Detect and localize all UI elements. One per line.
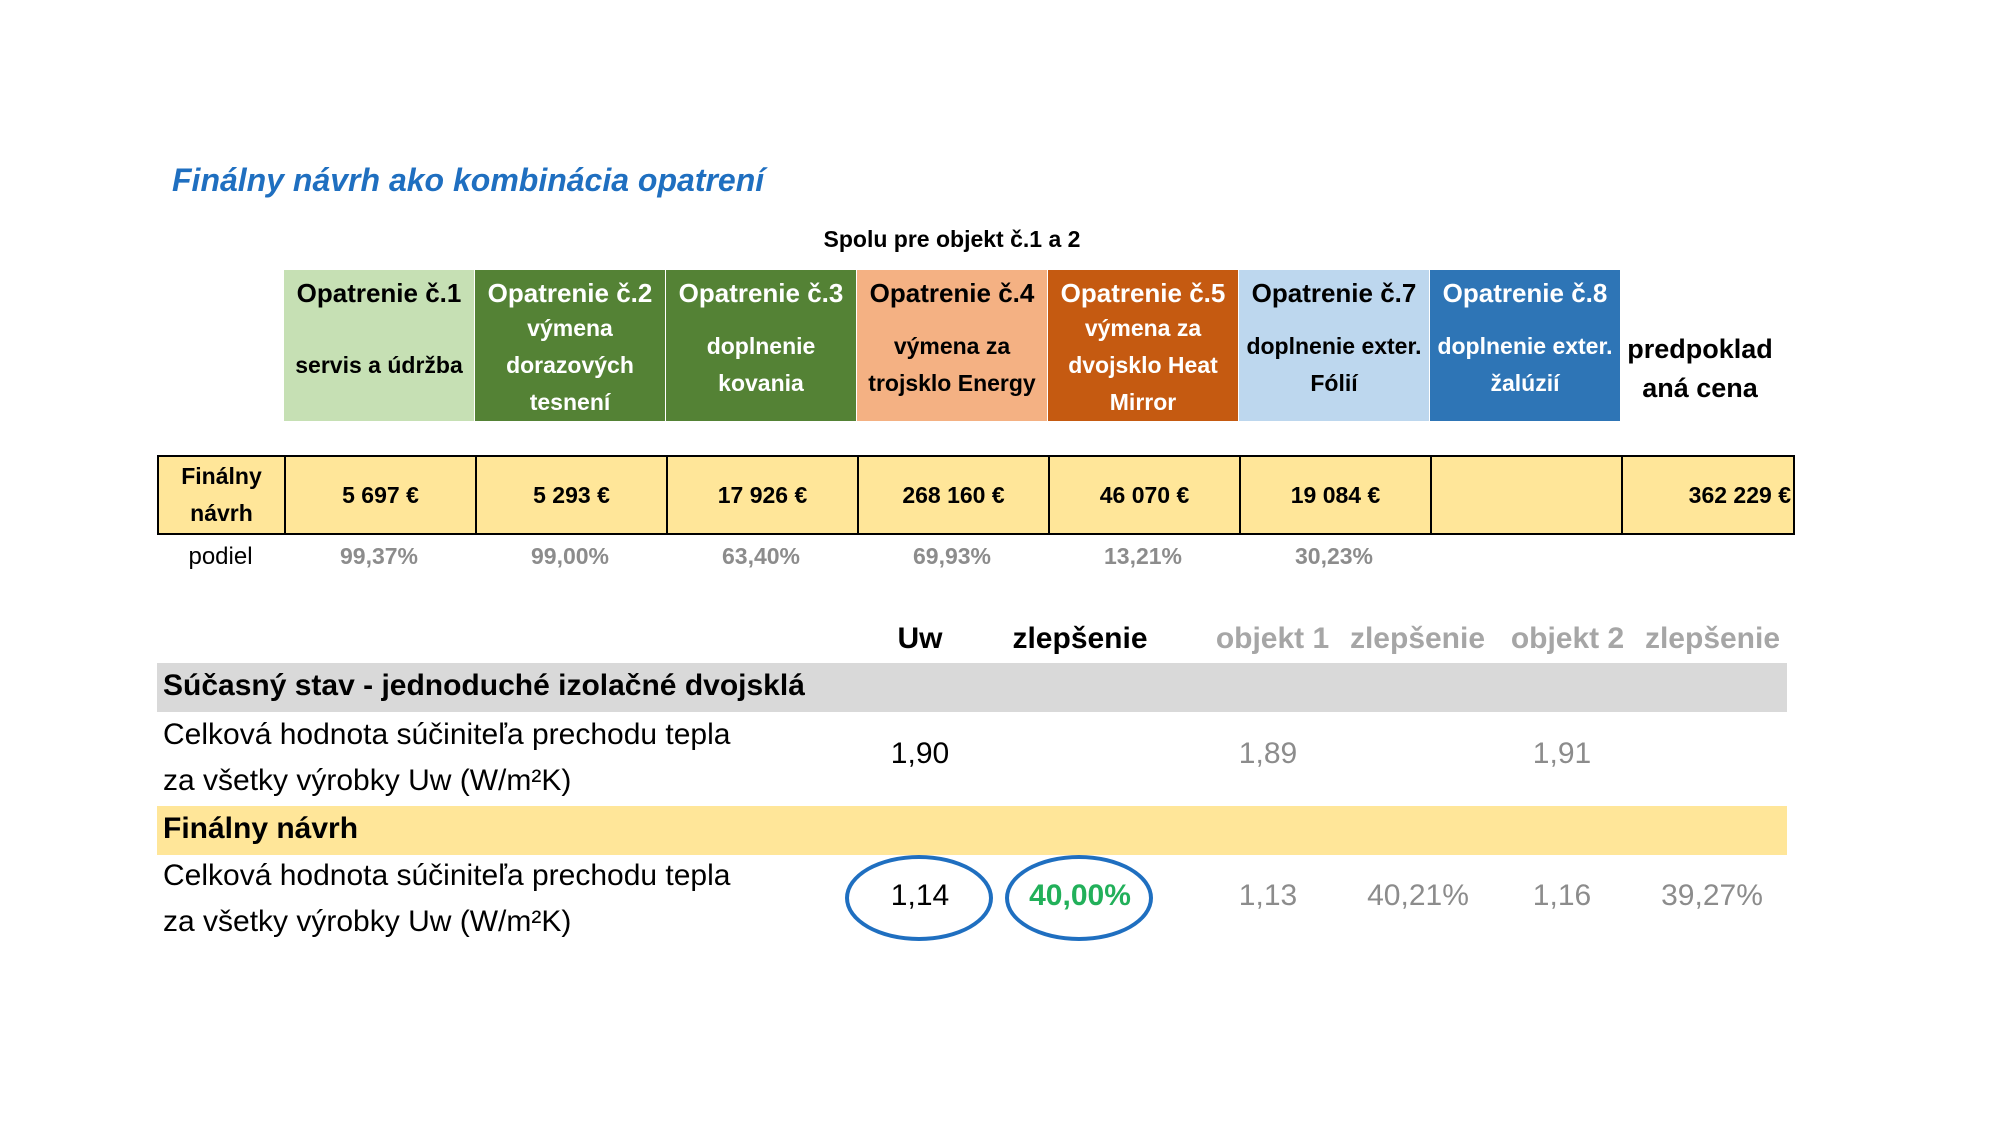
final-uw-value: 1,14 (890, 879, 950, 912)
measure-header-cell: Opatrenie č.3 doplnenie kovania (666, 270, 856, 421)
measure-description: doplnenie kovania (706, 333, 816, 396)
measure-header-cell: Opatrenie č.5 výmena za dvojsklo Heat Mir… (1048, 270, 1238, 421)
measure-header-cell: Opatrenie č.4 výmena za trojsklo Energy (857, 270, 1047, 421)
measure-header-cell: Opatrenie č.8 doplnenie exter. žalúzií (1430, 270, 1620, 421)
current-object1-value: 1,89 (1238, 737, 1298, 770)
current-uw-value: 1,90 (890, 737, 950, 770)
final-cost-cell: 5 293 € (477, 457, 668, 533)
header-improvement2: zlepšenie (1644, 622, 1781, 655)
measure-name: Opatrenie č.4 (869, 278, 1035, 308)
final-row-label: Celková hodnota súčiniteľa prechodu tepl… (163, 853, 730, 945)
measure-name: Opatrenie č.5 (1060, 278, 1226, 308)
share-value: 30,23% (1294, 543, 1373, 569)
final-cost-cell: 46 070 € (1050, 457, 1241, 533)
measure-description: doplnenie exter. žalúzií (1437, 333, 1613, 396)
final-design-label: Finálny návrh (163, 812, 359, 845)
final-cost-row: Finálny návrh 5 697 € 5 293 € 17 926 € 2… (157, 455, 1795, 535)
measure-description: servis a údržba (295, 351, 463, 378)
measure-name: Opatrenie č.3 (678, 278, 844, 308)
final-improvement-value: 40,00% (1029, 879, 1131, 912)
measure-description: výmena za dvojsklo Heat Mirror (1068, 314, 1218, 415)
page-title: Finálny návrh ako kombinácia opatrení (172, 162, 765, 198)
measure-header-cell: Opatrenie č.1 servis a údržba (284, 270, 474, 421)
row-label-line: Celková hodnota súčiniteľa prechodu tepl… (163, 718, 731, 751)
header-object1: objekt 1 (1215, 622, 1330, 655)
uw-highlight-oval (845, 855, 993, 941)
header-improvement1: zlepšenie (1349, 622, 1486, 655)
final-design-band: Finálny návrh (157, 806, 1787, 855)
final-improvement1-value: 40,21% (1367, 879, 1469, 912)
measure-name: Opatrenie č.8 (1442, 278, 1608, 308)
measure-header-cell: Opatrenie č.7 doplnenie exter. Fólií (1239, 270, 1429, 421)
share-value: 99,00% (530, 543, 609, 569)
predicted-price-header: predpokladaná cena (1627, 334, 1773, 403)
row-label-line: za všetky výrobky Uw (W/m²K) (163, 905, 572, 938)
current-object2-value: 1,91 (1532, 737, 1592, 770)
header-improvement: zlepšenie (1012, 622, 1148, 655)
row-label-line: Celková hodnota súčiniteľa prechodu tepl… (163, 859, 731, 892)
measure-name: Opatrenie č.2 (487, 278, 653, 308)
row-label-line: za všetky výrobky Uw (W/m²K) (163, 764, 572, 797)
final-cost-cell: 5 697 € (286, 457, 477, 533)
measure-name: Opatrenie č.7 (1251, 278, 1417, 308)
final-cost-cell: 19 084 € (1241, 457, 1432, 533)
table-subtitle: Spolu pre objekt č.1 a 2 (823, 226, 1081, 252)
share-value: 99,37% (339, 543, 418, 569)
measure-name: Opatrenie č.1 (296, 278, 462, 308)
share-row-label: podiel (188, 543, 253, 570)
final-object1-value: 1,13 (1238, 879, 1298, 912)
header-object2: objekt 2 (1510, 622, 1625, 655)
final-cost-cell: 268 160 € (859, 457, 1050, 533)
measure-description: výmena dorazových tesnení (506, 314, 634, 415)
current-state-label: Súčasný stav - jednoduché izolačné dvojs… (163, 669, 805, 702)
share-value: 13,21% (1103, 543, 1182, 569)
share-value: 63,40% (721, 543, 800, 569)
final-cost-cell: 17 926 € (668, 457, 859, 533)
share-value: 69,93% (912, 543, 991, 569)
final-object2-value: 1,16 (1532, 879, 1592, 912)
final-row-label: Finálny návrh (159, 457, 286, 533)
improvement-highlight-oval (1005, 855, 1153, 941)
measure-description: výmena za trojsklo Energy (868, 333, 1036, 396)
current-row-label: Celková hodnota súčiniteľa prechodu tepl… (163, 712, 730, 804)
final-total-cell: 362 229 € (1688, 481, 1791, 508)
current-state-band: Súčasný stav - jednoduché izolačné dvojs… (157, 663, 1787, 712)
final-improvement2-value: 39,27% (1661, 879, 1763, 912)
final-cost-cell (1432, 457, 1623, 533)
measure-description: doplnenie exter. Fólií (1246, 333, 1422, 396)
measure-header-cell: Opatrenie č.2 výmena dorazových tesnení (475, 270, 665, 421)
header-uw: Uw (897, 622, 943, 655)
